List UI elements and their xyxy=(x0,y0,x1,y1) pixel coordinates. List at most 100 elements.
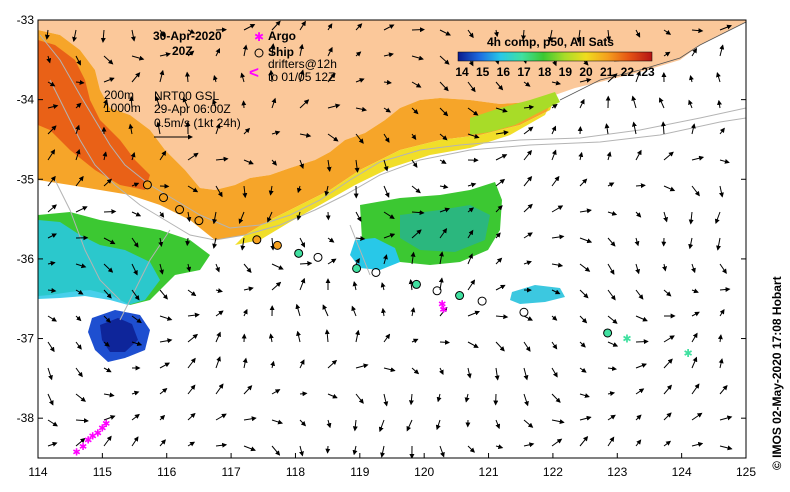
current-arrow xyxy=(327,258,337,265)
current-arrow xyxy=(75,206,88,213)
current-arrow xyxy=(635,289,644,300)
current-arrow xyxy=(523,260,532,266)
current-arrow xyxy=(383,367,396,373)
current-arrow xyxy=(495,130,509,136)
current-arrow xyxy=(467,207,475,213)
ship-station xyxy=(411,279,421,289)
current-arrow xyxy=(129,95,134,109)
current-arrow xyxy=(551,234,565,240)
current-arrow xyxy=(717,99,722,109)
current-arrow xyxy=(131,436,139,447)
current-arrow xyxy=(131,263,138,276)
x-tick-label: 118 xyxy=(286,465,305,479)
current-arrow xyxy=(102,151,108,161)
current-arrow xyxy=(551,367,558,378)
current-arrow xyxy=(607,414,616,421)
current-arrow xyxy=(187,441,196,447)
current-arrow xyxy=(718,358,724,369)
current-arrow xyxy=(295,303,301,317)
current-arrow xyxy=(326,419,332,429)
current-arrow xyxy=(523,367,529,381)
current-arrow xyxy=(464,393,470,403)
current-arrow xyxy=(103,341,110,347)
current-arrow xyxy=(551,438,563,447)
current-arrow xyxy=(131,237,139,248)
current-arrow xyxy=(131,390,140,396)
current-arrow xyxy=(579,263,591,272)
current-arrow xyxy=(579,98,585,109)
current-arrow xyxy=(215,356,221,369)
current-arrow xyxy=(299,159,304,170)
current-arrow xyxy=(185,71,190,83)
current-arrow xyxy=(635,70,641,83)
colorbar-tick-label: 17 xyxy=(517,65,531,79)
current-arrow xyxy=(579,289,589,299)
current-arrow xyxy=(47,204,57,213)
current-arrow xyxy=(408,279,414,291)
current-arrow xyxy=(271,263,284,270)
current-arrow xyxy=(579,315,588,324)
y-tick-label: -37 xyxy=(17,332,35,346)
current-arrow xyxy=(296,211,302,221)
current-arrow xyxy=(467,279,476,291)
sst-cyan-central xyxy=(350,238,400,270)
current-arrow xyxy=(212,237,218,249)
colorbar-ticks: 14 15 16 17 18 19 20 21 22 23 xyxy=(455,65,655,79)
current-arrow xyxy=(128,123,134,135)
y-tick-label: -36 xyxy=(17,252,35,266)
sst-yellow-band xyxy=(235,95,555,245)
current-arrow xyxy=(75,289,84,295)
current-arrow xyxy=(493,29,499,38)
argo-legend-icon: ✱ xyxy=(254,30,264,44)
current-arrow xyxy=(495,154,508,161)
current-arrow xyxy=(439,55,450,65)
current-arrow xyxy=(185,237,191,247)
x-tick-label: 124 xyxy=(672,465,692,479)
current-arrow xyxy=(439,107,449,117)
current-arrow xyxy=(100,29,106,43)
current-arrow xyxy=(663,211,668,223)
current-arrow xyxy=(75,55,81,66)
current-arrow xyxy=(47,419,58,427)
current-arrow xyxy=(212,98,217,109)
current-arrow xyxy=(159,263,164,275)
current-arrow xyxy=(355,236,366,241)
current-arrow xyxy=(717,334,723,343)
current-arrow xyxy=(635,439,642,447)
current-arrow xyxy=(186,211,192,223)
current-arrow xyxy=(719,384,728,395)
current-arrow xyxy=(324,329,330,343)
current-arrow xyxy=(691,356,698,369)
drifter-legend-line1: drifters@12h xyxy=(268,57,337,71)
current-arrow xyxy=(607,366,618,372)
current-arrow xyxy=(719,158,730,164)
current-arrow xyxy=(719,308,725,317)
current-arrow xyxy=(47,287,57,293)
current-arrow xyxy=(324,185,330,197)
current-arrow xyxy=(691,383,700,395)
current-arrow xyxy=(579,435,589,447)
current-arrow xyxy=(714,211,721,225)
legend: ✱ Argo Ship < drifters@12h to 01/05 12Z xyxy=(249,29,337,84)
current-arrow xyxy=(47,233,57,239)
current-arrow xyxy=(663,29,672,35)
current-arrow xyxy=(327,23,333,31)
current-arrow xyxy=(47,441,58,447)
current-arrow xyxy=(495,107,508,113)
current-arrow xyxy=(159,315,173,321)
current-arrow xyxy=(523,203,533,213)
current-arrow xyxy=(691,441,704,447)
current-arrow xyxy=(523,149,532,161)
current-arrow xyxy=(495,341,505,352)
current-arrow xyxy=(240,72,246,83)
current-arrow xyxy=(663,440,672,447)
current-arrow xyxy=(635,315,648,322)
colorbar-gradient xyxy=(457,51,653,62)
current-arrow xyxy=(691,185,700,197)
current-arrow xyxy=(631,121,637,135)
x-tick-label: 117 xyxy=(222,465,241,479)
x-tick-label: 120 xyxy=(414,465,434,479)
current-arrow xyxy=(635,339,649,345)
current-arrow xyxy=(158,237,164,248)
current-arrow xyxy=(495,178,506,187)
